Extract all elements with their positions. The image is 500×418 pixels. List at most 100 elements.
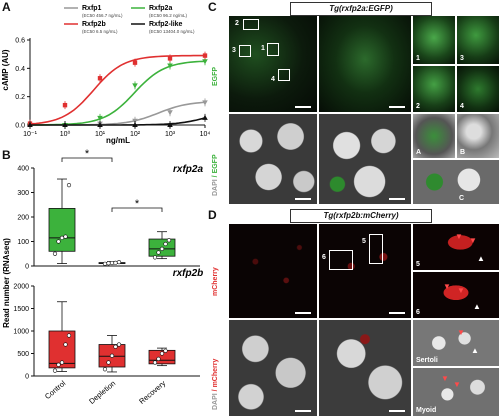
data-point bbox=[159, 246, 165, 251]
y-tick-label: 0.6 bbox=[15, 38, 25, 45]
data-point bbox=[116, 259, 122, 265]
panel-c-title: Tg(rxfp2a:EGFP) bbox=[290, 2, 432, 16]
rnaseq-boxplots: 0 100 200 300 400 * * 0 500 1000 1500 2000 Control D… bbox=[2, 148, 203, 406]
data-point bbox=[156, 250, 161, 255]
legend-ec50-rxfp2a: (EC50 96.2 ng/mL) bbox=[149, 13, 188, 18]
data-point bbox=[66, 333, 72, 338]
data-point bbox=[56, 239, 61, 244]
inset-box-4 bbox=[278, 69, 290, 81]
x-tick-label: 10² bbox=[130, 131, 141, 138]
inset-box-label-6: 6 bbox=[322, 254, 326, 261]
y-tick-label: 0 bbox=[25, 374, 29, 381]
arrowhead-icon: ▼ bbox=[443, 282, 451, 291]
inset-box-label-2: 2 bbox=[235, 20, 239, 27]
panel-letter-a: A bbox=[2, 0, 11, 14]
arrowhead-icon: ▼ bbox=[453, 380, 461, 389]
scale-bar bbox=[389, 198, 405, 200]
egfp-label: / EGFP bbox=[212, 154, 219, 180]
mcherry-inset-6: 6 ▼ ▼ ▲ bbox=[413, 272, 499, 318]
data-point bbox=[59, 360, 65, 365]
arrowhead-icon: ▼ bbox=[457, 328, 465, 337]
data-point bbox=[132, 122, 138, 127]
dapi-mcherry-zoom-image bbox=[319, 320, 411, 416]
data-point bbox=[63, 342, 68, 347]
data-point bbox=[56, 362, 61, 367]
mcherry-row-label: mCherry bbox=[212, 267, 219, 296]
data-point bbox=[62, 102, 68, 108]
y-tick-label: 1000 bbox=[13, 329, 29, 336]
data-point bbox=[66, 183, 72, 188]
egfp-zoom-image bbox=[319, 16, 411, 112]
dapi-label: DAPI bbox=[212, 179, 219, 196]
x-tick-label: 10⁴ bbox=[200, 131, 210, 138]
data-point bbox=[97, 76, 103, 81]
y-tick-label: 0.0 bbox=[15, 123, 25, 130]
dapi-mcherry-overview-image bbox=[229, 320, 317, 416]
egfp-inset-3: 3 bbox=[457, 16, 499, 64]
dapi-mcherry-row-label: DAPI / mCherry bbox=[212, 359, 219, 410]
data-point bbox=[202, 114, 208, 120]
dapi-inset-a: A bbox=[413, 114, 455, 158]
data-point bbox=[167, 122, 173, 127]
data-point bbox=[167, 63, 173, 69]
panel-letter-b: B bbox=[2, 148, 11, 162]
y-tick-label: 0.4 bbox=[15, 66, 25, 73]
dapi-egfp-overview-image bbox=[229, 114, 317, 204]
data-point bbox=[202, 100, 208, 106]
sertoli-label: Sertoli bbox=[416, 357, 438, 364]
data-point bbox=[166, 238, 172, 243]
curve-rxfp2-like bbox=[30, 117, 206, 126]
legend-ec50-rxfp2b: (EC50 6.5 ng/mL) bbox=[82, 29, 118, 34]
mcherry-overview-image bbox=[229, 224, 317, 318]
arrowhead-icon: ▼ bbox=[469, 236, 477, 245]
dapi-egfp-row-label: DAPI / EGFP bbox=[212, 154, 219, 196]
significance-bracket bbox=[61, 157, 113, 162]
significance-star: * bbox=[135, 198, 140, 210]
data-point bbox=[109, 353, 115, 358]
inset-letter-b: B bbox=[460, 149, 466, 156]
data-point bbox=[106, 360, 111, 365]
scale-bar bbox=[389, 106, 405, 108]
dapi-egfp-zoom-image bbox=[319, 114, 411, 204]
data-point bbox=[159, 351, 165, 356]
x-category-label: Depletion bbox=[87, 379, 117, 406]
inset-box-3 bbox=[239, 45, 251, 57]
myoid-label: Myoid bbox=[416, 407, 437, 414]
data-point bbox=[102, 367, 108, 372]
data-point bbox=[52, 368, 58, 373]
y-tick-label: 500 bbox=[17, 351, 29, 358]
boxplot-y-label: Read number (RNAseq) bbox=[2, 238, 11, 328]
data-point bbox=[163, 241, 168, 247]
data-point bbox=[106, 261, 111, 266]
y-tick-label: 400 bbox=[17, 166, 29, 173]
inset-number-2: 2 bbox=[416, 103, 420, 110]
y-tick-label: 2000 bbox=[13, 284, 29, 291]
data-point bbox=[63, 234, 68, 239]
legend-label-rxfp1: Rxfp1 bbox=[82, 5, 102, 12]
y-tick-label: 300 bbox=[17, 190, 29, 197]
egfp-inset-1: 1 bbox=[413, 16, 455, 64]
panel-letter-d: D bbox=[208, 208, 217, 222]
data-point bbox=[167, 110, 173, 116]
data-point bbox=[132, 83, 138, 89]
significance-bracket bbox=[111, 207, 163, 212]
legend-ec50-rxfp2like: (EC50 13404.0 ng/mL) bbox=[149, 29, 195, 34]
inset-box-label-1: 1 bbox=[261, 45, 265, 52]
dose-response-chart: 0.0 0.2 0.4 0.6 10⁻¹ 10⁰ 10¹ 10² 10³ 10⁴ Rxfp1 (E… bbox=[1, 5, 210, 145]
legend-ec50-rxfp1: (EC50 456.7 ng/mL) bbox=[82, 13, 123, 18]
arrowhead-icon: ▼ bbox=[455, 232, 463, 241]
data-point bbox=[167, 56, 173, 61]
arrowhead-icon: ▲ bbox=[471, 346, 479, 355]
data-point bbox=[97, 122, 103, 127]
inset-number-6: 6 bbox=[416, 309, 420, 316]
data-point bbox=[62, 122, 68, 127]
data-point bbox=[52, 251, 58, 256]
data-point bbox=[152, 360, 158, 365]
inset-number-5: 5 bbox=[416, 261, 420, 268]
x-tick-label: 10⁰ bbox=[60, 130, 71, 138]
inset-box-label-4: 4 bbox=[271, 76, 275, 83]
inset-number-3: 3 bbox=[460, 55, 464, 62]
mcherry-label: / mCherry bbox=[212, 358, 219, 394]
panel-d-title: Tg(rxfp2b:mCherry) bbox=[290, 209, 432, 223]
data-point bbox=[152, 255, 158, 260]
